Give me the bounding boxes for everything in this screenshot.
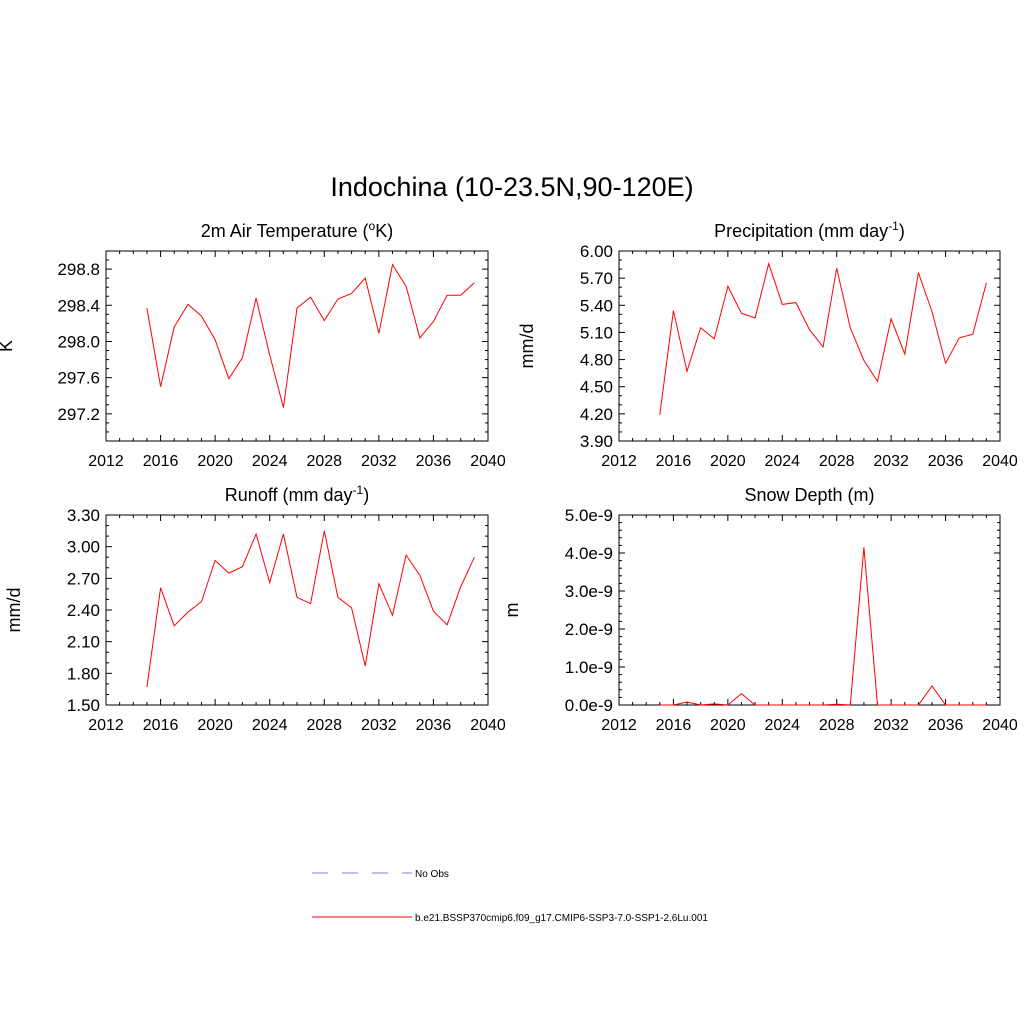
runoff-xtick-label: 2016 bbox=[143, 717, 179, 734]
runoff-xtick-label: 2032 bbox=[361, 717, 397, 734]
precipitation-xtick-label: 2016 bbox=[656, 453, 692, 470]
runoff-ytick-label: 3.00 bbox=[67, 538, 100, 557]
runoff-ytick-label: 1.80 bbox=[67, 664, 100, 683]
runoff-xtick-label: 2036 bbox=[416, 717, 452, 734]
precipitation-panel-title-main: Precipitation (mm day bbox=[714, 221, 888, 241]
snow-depth-xtick-label: 2040 bbox=[982, 717, 1018, 734]
snow-depth-panel-title: Snow Depth (m) bbox=[744, 485, 874, 505]
air-temperature-xtick-label: 2036 bbox=[416, 453, 452, 470]
precipitation-ytick-label: 4.20 bbox=[580, 405, 613, 424]
runoff-xtick-label: 2012 bbox=[88, 717, 124, 734]
snow-depth-xtick-label: 2016 bbox=[656, 717, 692, 734]
precipitation-ytick-label: 5.70 bbox=[580, 269, 613, 288]
runoff-panel-title-main: Runoff (mm day bbox=[225, 485, 353, 505]
snow-depth-series-line bbox=[659, 547, 987, 706]
air-temperature-xtick-label: 2032 bbox=[361, 453, 397, 470]
panels-container: 2012 2016 2020 2024 2028 2032 2036 2040 297.2 297… bbox=[0, 219, 1018, 734]
precipitation-panel-title-tail: ) bbox=[899, 221, 905, 241]
runoff-xtick-label: 2020 bbox=[197, 717, 233, 734]
precipitation-xtick-label: 2036 bbox=[928, 453, 964, 470]
air-temperature-panel-title-tail: K) bbox=[375, 221, 393, 241]
air-temperature-ytick-label: 298.8 bbox=[57, 260, 100, 279]
air-temperature-ytick-label: 297.2 bbox=[57, 405, 100, 424]
precipitation-panel-title-sup: -1 bbox=[888, 219, 899, 233]
snow-depth-xtick-label: 2036 bbox=[928, 717, 964, 734]
air-temperature-series-line bbox=[146, 263, 475, 408]
snow-depth-xtick-label: 2032 bbox=[873, 717, 909, 734]
precipitation-ylabel: mm/d bbox=[517, 324, 537, 369]
snow-depth-xtick-label: 2012 bbox=[601, 717, 637, 734]
panel-snow-depth: 2012 2016 2020 2024 2028 2032 2036 2040 0.0e-9 1.… bbox=[502, 485, 1018, 734]
air-temperature-ytick-label: 298.4 bbox=[57, 296, 100, 315]
legend-model-label: b.e21.BSSP370cmip6.f09_g17.CMIP6-SSP3-7.… bbox=[415, 913, 708, 924]
air-temperature-panel-title-main: 2m Air Temperature ( bbox=[201, 221, 369, 241]
runoff-xtick-label: 2040 bbox=[470, 717, 506, 734]
runoff-xtick-label: 2028 bbox=[306, 717, 342, 734]
snow-depth-ytick-label: 4.0e-9 bbox=[565, 544, 613, 563]
air-temperature-xtick-label: 2012 bbox=[88, 453, 124, 470]
runoff-panel-title: Runoff (mm day-1) bbox=[225, 483, 369, 505]
precipitation-ytick-label: 3.90 bbox=[580, 432, 613, 451]
air-temperature-xtick-label: 2040 bbox=[470, 453, 506, 470]
precipitation-xtick-label: 2028 bbox=[819, 453, 855, 470]
panel-precipitation: 2012 2016 2020 2024 2028 2032 2036 2040 3.90 4.20… bbox=[517, 219, 1018, 470]
precipitation-xtick-label: 2012 bbox=[601, 453, 637, 470]
precipitation-series-line bbox=[659, 261, 987, 415]
precipitation-panel-title: Precipitation (mm day-1) bbox=[714, 219, 905, 241]
snow-depth-xtick-label: 2024 bbox=[764, 717, 800, 734]
precipitation-ytick-label: 5.40 bbox=[580, 296, 613, 315]
air-temperature-xtick-label: 2020 bbox=[197, 453, 233, 470]
air-temperature-panel-title-sup: o bbox=[369, 219, 376, 233]
runoff-ytick-label: 2.70 bbox=[67, 569, 100, 588]
snow-depth-ytick-label: 3.0e-9 bbox=[565, 582, 613, 601]
precipitation-xtick-label: 2040 bbox=[982, 453, 1018, 470]
snow-depth-ylabel: m bbox=[502, 603, 522, 618]
snow-depth-xtick-label: 2028 bbox=[819, 717, 855, 734]
snow-depth-ytick-label: 2.0e-9 bbox=[565, 620, 613, 639]
precipitation-xtick-label: 2032 bbox=[873, 453, 909, 470]
precipitation-ytick-label: 4.80 bbox=[580, 351, 613, 370]
runoff-series-line bbox=[146, 530, 475, 688]
snow-depth-panel-title-main: Snow Depth (m) bbox=[744, 485, 874, 505]
snow-depth-ytick-label: 0.0e-9 bbox=[565, 696, 613, 715]
figure-title: Indochina (10-23.5N,90-120E) bbox=[330, 172, 693, 202]
precipitation-ytick-label: 5.10 bbox=[580, 323, 613, 342]
air-temperature-xtick-label: 2028 bbox=[306, 453, 342, 470]
precipitation-xtick-label: 2020 bbox=[710, 453, 746, 470]
air-temperature-ytick-label: 297.6 bbox=[57, 369, 100, 388]
runoff-ylabel: mm/d bbox=[4, 588, 24, 633]
runoff-ytick-label: 2.10 bbox=[67, 633, 100, 652]
runoff-ytick-label: 1.50 bbox=[67, 696, 100, 715]
snow-depth-ytick-label: 5.0e-9 bbox=[565, 506, 613, 525]
air-temperature-ylabel: K bbox=[0, 340, 16, 352]
snow-depth-ytick-label: 1.0e-9 bbox=[565, 658, 613, 677]
panel-runoff: 2012 2016 2020 2024 2028 2032 2036 2040 1.50 1.80… bbox=[4, 483, 506, 734]
air-temperature-xtick-label: 2016 bbox=[143, 453, 179, 470]
precipitation-ytick-label: 4.50 bbox=[580, 378, 613, 397]
panel-air-temperature: 2012 2016 2020 2024 2028 2032 2036 2040 297.2 297… bbox=[0, 219, 506, 470]
legend-obs-label: No Obs bbox=[415, 869, 449, 880]
precipitation-ytick-label: 6.00 bbox=[580, 242, 613, 261]
runoff-panel-title-sup: -1 bbox=[353, 483, 364, 497]
air-temperature-ytick-label: 298.0 bbox=[57, 332, 100, 351]
legend: No Obs b.e21.BSSP370cmip6.f09_g17.CMIP6-… bbox=[312, 869, 708, 924]
air-temperature-panel-title: 2m Air Temperature (oK) bbox=[201, 219, 393, 241]
precipitation-xtick-label: 2024 bbox=[764, 453, 800, 470]
runoff-xtick-label: 2024 bbox=[252, 717, 288, 734]
air-temperature-xtick-label: 2024 bbox=[252, 453, 288, 470]
snow-depth-xtick-label: 2020 bbox=[710, 717, 746, 734]
runoff-ytick-label: 3.30 bbox=[67, 506, 100, 525]
runoff-ytick-label: 2.40 bbox=[67, 601, 100, 620]
runoff-panel-title-tail: ) bbox=[363, 485, 369, 505]
